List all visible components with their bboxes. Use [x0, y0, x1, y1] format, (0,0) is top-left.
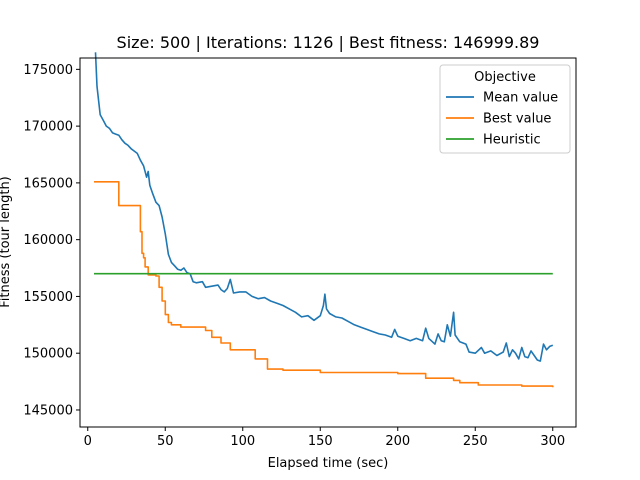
- y-tick-label: 175000: [23, 63, 73, 78]
- y-tick-label: 145000: [23, 403, 73, 418]
- legend-box: [439, 64, 571, 154]
- legend-label-best: Best value: [483, 112, 551, 127]
- x-tick-label: 0: [84, 434, 92, 449]
- y-tick-label: 165000: [23, 176, 73, 191]
- legend-title: Objective: [474, 70, 536, 85]
- plot-lines: [94, 52, 554, 388]
- x-tick-label: 200: [385, 434, 410, 449]
- x-axis: 0 50 100 150 200 250 300: [84, 427, 565, 449]
- legend-label-heuristic: Heuristic: [483, 133, 541, 148]
- legend-items: Mean value Best value Heuristic: [446, 91, 558, 148]
- x-tick-label: 100: [230, 434, 255, 449]
- y-tick-label: 150000: [23, 347, 73, 362]
- y-axis: 145000 150000 155000 160000 165000 170000 1750…: [23, 63, 80, 418]
- x-tick-label: 50: [157, 434, 174, 449]
- legend: Objective Mean value Best value Heuristic: [439, 64, 571, 154]
- legend-label-mean: Mean value: [483, 91, 558, 106]
- series-line-mean: [94, 52, 554, 362]
- x-tick-label: 150: [308, 434, 333, 449]
- plot-frame: [79, 57, 577, 428]
- y-axis-label: Fitness (tour length): [0, 176, 13, 308]
- series-line-best: [94, 181, 554, 388]
- y-tick-label: 155000: [23, 290, 73, 305]
- x-tick-label: 300: [540, 434, 565, 449]
- x-tick-label: 250: [463, 434, 488, 449]
- x-axis-label: Elapsed time (sec): [268, 456, 389, 471]
- y-tick-label: 170000: [23, 120, 73, 135]
- y-tick-label: 160000: [23, 233, 73, 248]
- chart-title: Size: 500 | Iterations: 1126 | Best fitn…: [117, 33, 540, 52]
